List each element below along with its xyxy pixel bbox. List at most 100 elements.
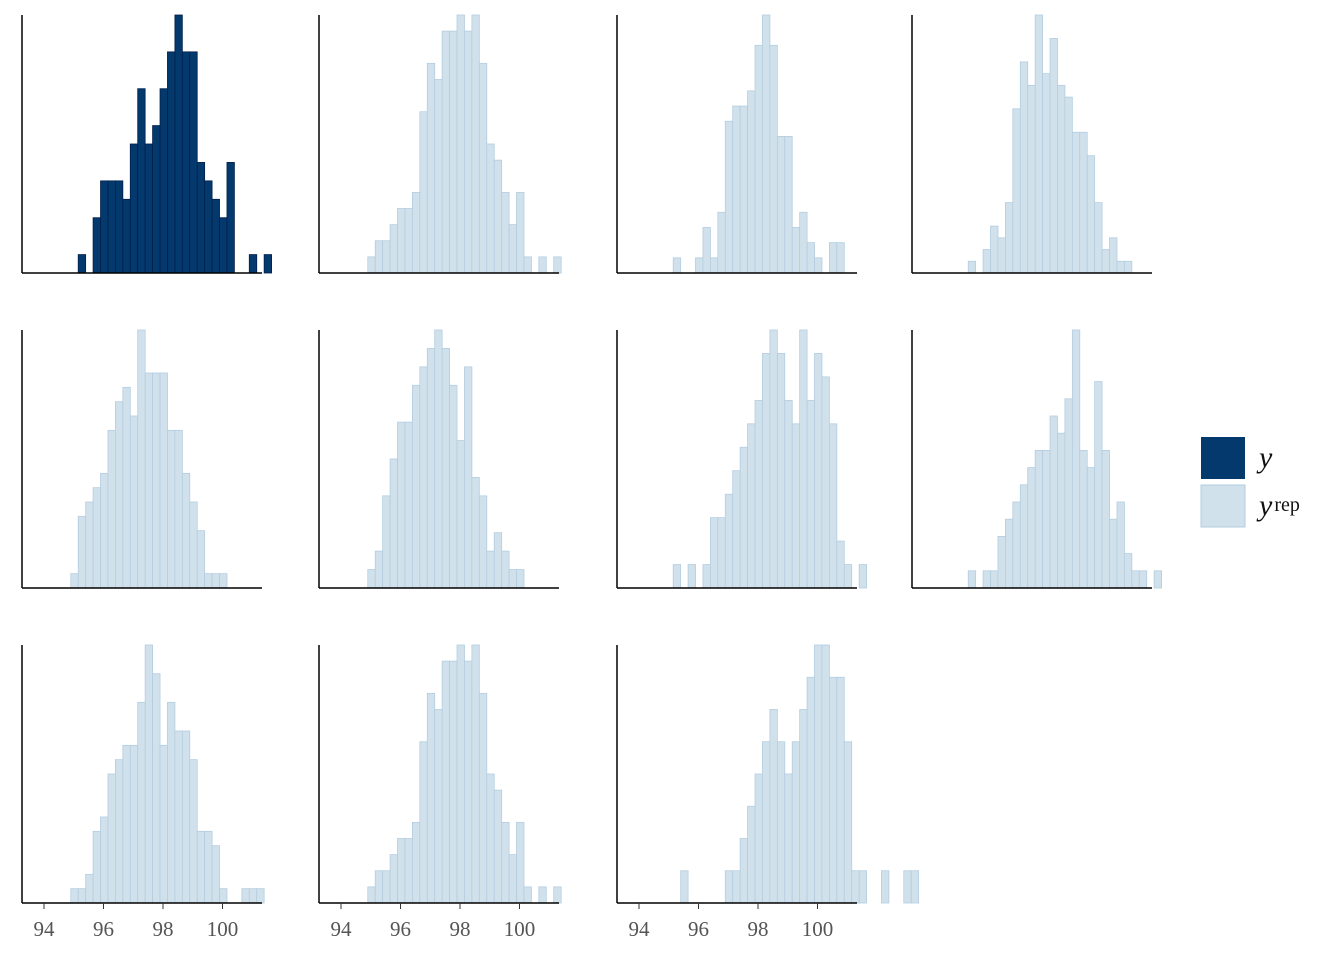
panel-3-bar-9 (724, 120, 734, 274)
panel-6-bar-14 (464, 366, 473, 589)
panel-2-bar-7 (411, 191, 421, 274)
panel-4-bar-16 (1071, 131, 1081, 274)
panel-9-bar-20 (211, 845, 220, 904)
panel-3-bar-12 (747, 90, 756, 274)
panel-1-bar-21 (219, 217, 228, 274)
panel-11-x-tick-label-3: 98 (748, 917, 769, 941)
panel-2-bar-15 (471, 14, 480, 274)
panel-6-bar-9 (426, 348, 436, 589)
panel-9-bar-10 (137, 701, 146, 904)
panel-3-bar-13 (754, 44, 763, 274)
panel-10-bar-3 (382, 870, 391, 904)
panel-1-bar-19 (204, 180, 213, 274)
panel-6-bar-6 (404, 421, 413, 589)
panel-5-bar-15 (174, 429, 183, 589)
panel-7-bar-17 (784, 399, 793, 589)
panel-11-bar-15 (769, 709, 778, 904)
panel-9-bar-5 (100, 816, 109, 904)
panel-1-bar-12 (152, 125, 161, 274)
panel-6-bar-1 (367, 569, 376, 589)
panel-5-bar-20 (211, 573, 220, 589)
panel-2-bar-19 (501, 191, 510, 274)
panel-7-bar-24 (836, 540, 845, 589)
panel-7-bar-20 (806, 399, 815, 589)
panel-1-bar-8 (122, 198, 131, 274)
panel-10-x-tick-label-2: 96 (390, 917, 411, 941)
panel-5-bar-10 (137, 329, 146, 589)
panel-10-bar-12 (449, 660, 458, 904)
panel-2 (318, 14, 562, 274)
panel-2-bar-5 (397, 208, 406, 274)
panel-2-bar-1 (367, 256, 376, 274)
panel-4-bar-17 (1079, 131, 1088, 274)
panel-10-bar-2 (374, 870, 384, 904)
panel-8-bar-18 (1086, 467, 1096, 589)
panel-11-bar-24 (836, 676, 845, 904)
panel-9-bar-8 (122, 744, 131, 904)
panel-9-bar-7 (115, 759, 124, 904)
panel-3-bar-16 (776, 136, 786, 274)
panel-11-bar-34 (910, 870, 920, 904)
panel-6-bar-19 (501, 550, 510, 589)
panel-8-bar-5 (990, 570, 999, 589)
panel-10-bar-1 (367, 886, 376, 904)
panel-1-bar-2 (77, 254, 87, 274)
panel-7-bar-10 (732, 470, 741, 589)
panel-11-bar-16 (776, 741, 786, 904)
panel-2-bar-4 (389, 224, 398, 274)
panel-6-bar-7 (411, 384, 421, 589)
panel-10-bar-6 (404, 838, 413, 904)
legend: y y rep (1200, 437, 1300, 528)
panel-2-bar-6 (404, 208, 413, 274)
panel-11-bar-11 (739, 838, 748, 904)
panel-5-bar-13 (159, 372, 168, 589)
panel-1-bar-16 (181, 51, 191, 274)
panel-3-bar-6 (702, 227, 711, 274)
panel-11-bar-22 (821, 644, 830, 904)
panel-1-bar-17 (189, 51, 198, 274)
panel-11-bar-13 (754, 773, 763, 904)
panel-9-bar-24 (241, 888, 250, 904)
panel-8-bar-9 (1019, 484, 1029, 589)
panel-11-bar-3 (680, 870, 689, 904)
panel-4-bar-19 (1094, 202, 1103, 274)
panel-1-bar-6 (107, 180, 116, 274)
panel-10-bar-17 (486, 773, 495, 904)
panel-1-bar-20 (211, 198, 220, 274)
panel-5-bar-6 (107, 429, 116, 589)
panel-10-bar-4 (389, 854, 398, 904)
panel-1-bar-22 (226, 162, 235, 274)
panel-7-bar-22 (821, 376, 830, 589)
panel-6-bar-20 (508, 569, 517, 589)
panel-5-bar-9 (129, 415, 139, 589)
panel-1 (21, 14, 272, 274)
panel-6 (318, 329, 559, 589)
panel-4-bar-4 (982, 249, 991, 274)
panel-9-x-tick-label-1: 94 (34, 917, 56, 941)
panel-7-bar-8 (717, 517, 726, 589)
panel-4-bar-2 (967, 260, 977, 274)
panel-10-bar-15 (471, 644, 480, 904)
panel-6-bar-15 (471, 477, 480, 589)
panel-3-bar-20 (806, 242, 815, 274)
panel-1-bar-18 (196, 162, 206, 274)
panel-1-bar-11 (144, 143, 153, 274)
panel-5-bar-14 (167, 429, 176, 589)
panel-9-bar-17 (189, 759, 198, 904)
panel-7-bar-4 (687, 564, 696, 589)
panel-1-bar-5 (100, 180, 109, 274)
panel-4-bar-23 (1124, 260, 1133, 274)
panel-9-x-tick-label-3: 98 (153, 917, 174, 941)
panel-7-bar-2 (672, 564, 682, 589)
panel-10: 94 96 98 100 (318, 644, 562, 941)
panel-9-bar-15 (174, 730, 183, 904)
panel-7-bar-15 (769, 329, 778, 589)
legend-swatch-y (1201, 437, 1245, 479)
panel-4-bar-6 (997, 237, 1006, 274)
panel-3-bar-10 (732, 105, 741, 274)
panel-5-bar-3 (85, 501, 94, 589)
panel-5-bar-19 (204, 573, 213, 589)
panel-7-bar-14 (762, 353, 771, 589)
panel-11-bar-14 (762, 741, 771, 904)
panel-11-bar-33 (903, 870, 912, 904)
